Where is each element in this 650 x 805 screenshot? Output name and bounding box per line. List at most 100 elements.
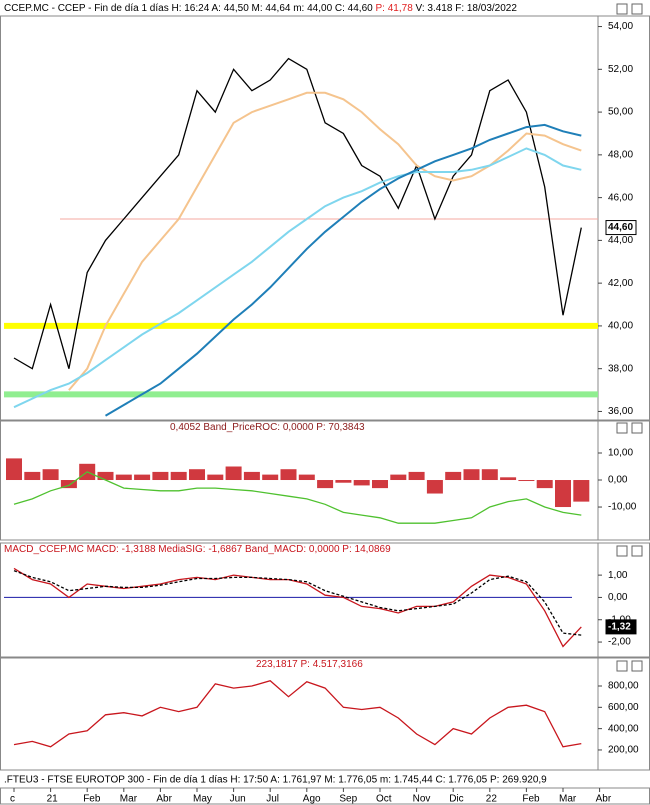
x-tick-label: Sep xyxy=(339,794,357,805)
series-line xyxy=(13,567,582,648)
bar xyxy=(115,474,132,481)
y-tick-label: 54,00 xyxy=(608,21,633,32)
x-tick-label: Jul xyxy=(266,794,279,805)
bar xyxy=(372,480,388,489)
bar xyxy=(207,474,224,481)
footer: .FTEU3 - FTSE EUROTOP 300 - Fin de día 1… xyxy=(4,775,547,786)
panel-title: 0,4052 Band_PriceROC: 0,0000 P: 70,3843 xyxy=(170,422,365,433)
bar xyxy=(463,469,480,481)
bar xyxy=(225,466,242,481)
title-text: MACD_CCEP.MC MACD: -1,3188 MediaSIG: -1,… xyxy=(4,544,391,555)
series-line xyxy=(13,679,582,748)
title-text: 223,1817 P: 4.517,3166 xyxy=(256,659,363,670)
panel-title: 223,1817 P: 4.517,3166 xyxy=(256,659,363,670)
bar xyxy=(317,480,334,489)
x-tick-label: Dic xyxy=(449,794,463,805)
bar xyxy=(555,480,571,508)
bar xyxy=(298,474,315,481)
button[interactable] xyxy=(631,660,643,672)
button[interactable] xyxy=(616,660,628,672)
y-tick-label: 42,00 xyxy=(608,278,633,289)
bar xyxy=(481,469,498,481)
series-line xyxy=(13,147,582,409)
x-tick-label: c xyxy=(10,794,15,805)
value-label: -1,32 xyxy=(608,622,631,633)
value-box xyxy=(605,220,637,236)
y-tick-label: 0,00 xyxy=(608,475,628,486)
y-tick-label: 46,00 xyxy=(608,192,633,203)
bar xyxy=(573,480,590,502)
button[interactable] xyxy=(616,3,628,15)
x-tick-label: Mar xyxy=(120,794,138,805)
button[interactable] xyxy=(631,3,643,15)
x-tick-label: Nov xyxy=(413,794,431,805)
bar xyxy=(189,469,205,481)
y-tick-label: 800,00 xyxy=(608,681,639,692)
y-tick-label: 40,00 xyxy=(608,321,633,332)
y-tick-label: 38,00 xyxy=(608,363,633,374)
title-text: CCEP.MC - CCEP - Fin de día 1 días H: 16… xyxy=(4,3,373,14)
x-tick-label: May xyxy=(193,794,212,805)
series-line xyxy=(13,471,582,524)
y-tick-label: 50,00 xyxy=(608,107,633,118)
bar xyxy=(42,469,59,481)
plot xyxy=(13,679,582,748)
bar xyxy=(152,471,169,481)
plot xyxy=(6,458,590,524)
y-tick-label: -2,00 xyxy=(608,637,631,648)
x-tick-label: Jun xyxy=(230,794,246,805)
bar xyxy=(518,480,535,482)
y-tick-label: 400,00 xyxy=(608,723,639,734)
y-tick-label: 10,00 xyxy=(608,448,633,459)
annotation: P: 41,78 xyxy=(376,3,414,14)
bar xyxy=(243,471,260,481)
y-tick-label: 52,00 xyxy=(608,64,633,75)
plot xyxy=(4,567,582,648)
series-line xyxy=(104,123,582,417)
series-line xyxy=(13,57,582,370)
y-tick-label: 44,00 xyxy=(608,235,633,246)
bar xyxy=(6,458,22,481)
x-tick-label: Feb xyxy=(83,794,101,805)
plot xyxy=(4,57,598,417)
title-text: 0,4052 Band_PriceROC: 0,0000 P: 70,3843 xyxy=(170,422,365,433)
panel-title: CCEP.MC - CCEP - Fin de día 1 días H: 16… xyxy=(4,3,517,14)
y-tick-label: 48,00 xyxy=(608,149,633,160)
button[interactable] xyxy=(631,545,643,557)
bar xyxy=(134,474,151,481)
bar xyxy=(60,480,77,489)
window-buttons xyxy=(616,3,643,672)
x-tick-label: Mar xyxy=(559,794,577,805)
bar xyxy=(262,474,279,481)
bar xyxy=(408,471,425,481)
bar xyxy=(170,471,187,481)
y-tick-label: -10,00 xyxy=(608,502,637,513)
bar xyxy=(390,474,407,481)
bar xyxy=(335,480,352,483)
bar xyxy=(280,469,297,481)
x-tick-label: Ago xyxy=(303,794,321,805)
y-tick-label: 36,00 xyxy=(608,406,633,417)
bar xyxy=(445,471,462,481)
x-tick-label: Oct xyxy=(376,794,392,805)
x-tick-label: Feb xyxy=(522,794,540,805)
x-tick-label: Abr xyxy=(156,794,172,805)
button[interactable] xyxy=(631,422,643,434)
x-tick-label: 21 xyxy=(47,794,59,805)
value-label: 44,60 xyxy=(608,222,633,233)
y-tick-label: 0,00 xyxy=(608,592,628,603)
button[interactable] xyxy=(616,422,628,434)
y-tick-label: 1,00 xyxy=(608,570,628,581)
y-tick-label: 200,00 xyxy=(608,745,639,756)
y-tick-label: 600,00 xyxy=(608,702,639,713)
subtitle: V: 3.418 F: 18/03/2022 xyxy=(416,3,518,14)
panel-title: MACD_CCEP.MC MACD: -1,3188 MediaSIG: -1,… xyxy=(4,544,391,555)
value-box xyxy=(605,619,637,635)
button[interactable] xyxy=(616,545,628,557)
bar xyxy=(426,480,443,494)
x-tick-label: 22 xyxy=(486,794,498,805)
series-line xyxy=(68,91,582,391)
bar xyxy=(536,480,553,489)
